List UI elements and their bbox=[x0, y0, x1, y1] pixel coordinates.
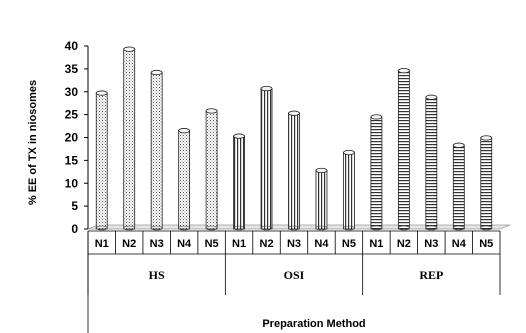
y-tick-label: 30 bbox=[65, 85, 79, 99]
x-category-label: N4 bbox=[314, 238, 329, 250]
bar-top bbox=[315, 167, 328, 174]
bar bbox=[425, 96, 438, 230]
bar-top bbox=[205, 108, 218, 114]
x-category-label: N2 bbox=[397, 238, 411, 250]
bar bbox=[288, 112, 300, 230]
bar bbox=[178, 130, 191, 230]
bar bbox=[95, 92, 108, 230]
bar-base bbox=[205, 225, 218, 231]
x-category-label: N5 bbox=[205, 238, 219, 250]
y-tick-label: 5 bbox=[71, 199, 78, 213]
bar-top bbox=[260, 85, 273, 92]
bar-base bbox=[480, 225, 493, 231]
bar-base bbox=[398, 225, 410, 231]
x-category-label: N2 bbox=[122, 238, 136, 250]
x-category-label: N3 bbox=[424, 238, 438, 250]
bar-top bbox=[288, 110, 300, 116]
bar bbox=[315, 170, 328, 230]
bar-top bbox=[178, 128, 191, 134]
bar-base bbox=[95, 225, 108, 231]
x-category-label: N3 bbox=[150, 238, 164, 250]
bar-base bbox=[315, 225, 328, 231]
x-group-label: REP bbox=[419, 268, 443, 282]
bar bbox=[205, 110, 218, 230]
bar-base bbox=[288, 225, 300, 231]
y-tick-label: 40 bbox=[65, 39, 79, 53]
bar-top bbox=[233, 133, 245, 139]
bar-base bbox=[178, 225, 190, 231]
bars bbox=[95, 46, 493, 231]
x-category-label: N5 bbox=[342, 238, 356, 250]
bar-base bbox=[233, 225, 245, 231]
bar bbox=[397, 70, 410, 230]
bar-top bbox=[343, 149, 355, 156]
bar-top bbox=[95, 90, 108, 96]
labels: 0 5 10 15 20 25 30 35 40 % EE of TX in niosomes N1… bbox=[27, 39, 493, 330]
bar bbox=[452, 144, 465, 230]
x-axis-title: Preparation Method bbox=[262, 318, 365, 330]
y-tick-label: 0 bbox=[71, 222, 78, 236]
bar-base bbox=[150, 225, 163, 231]
y-tick-label: 35 bbox=[65, 62, 79, 76]
bar-base bbox=[452, 225, 465, 231]
x-category-label: N4 bbox=[177, 238, 192, 250]
bar-base bbox=[123, 225, 135, 231]
bar bbox=[343, 152, 355, 230]
bar bbox=[370, 116, 383, 230]
y-tick-label: 25 bbox=[65, 108, 79, 122]
x-category-label: N5 bbox=[479, 238, 493, 250]
y-axis-title: % EE of TX in niosomes bbox=[27, 80, 39, 205]
bar-top bbox=[370, 114, 383, 120]
bar-top bbox=[123, 46, 136, 52]
bar-base bbox=[370, 225, 383, 231]
bar-top bbox=[397, 68, 410, 74]
y-tick-label: 20 bbox=[65, 131, 79, 145]
x-category-label: N1 bbox=[232, 238, 246, 250]
bar bbox=[480, 137, 493, 230]
x-category-label: N3 bbox=[287, 238, 301, 250]
bar-base bbox=[260, 225, 273, 231]
x-category-label: N2 bbox=[260, 238, 274, 250]
bar-top bbox=[150, 69, 163, 76]
y-tick-label: 10 bbox=[65, 176, 79, 190]
x-group-label: HS bbox=[149, 268, 165, 282]
x-category-label: N1 bbox=[369, 238, 383, 250]
bar bbox=[123, 48, 136, 230]
y-tick-label: 15 bbox=[65, 153, 79, 167]
bar-top bbox=[480, 135, 493, 141]
bar bbox=[260, 88, 273, 230]
x-group-label: OSI bbox=[284, 268, 305, 282]
bar-base bbox=[425, 225, 438, 231]
x-category-label: N4 bbox=[452, 238, 467, 250]
bar bbox=[150, 72, 163, 230]
bar-top bbox=[452, 142, 465, 148]
bar bbox=[233, 135, 245, 230]
x-category-label: N1 bbox=[95, 238, 109, 250]
bar-base bbox=[343, 225, 355, 231]
bar-top bbox=[425, 94, 438, 100]
